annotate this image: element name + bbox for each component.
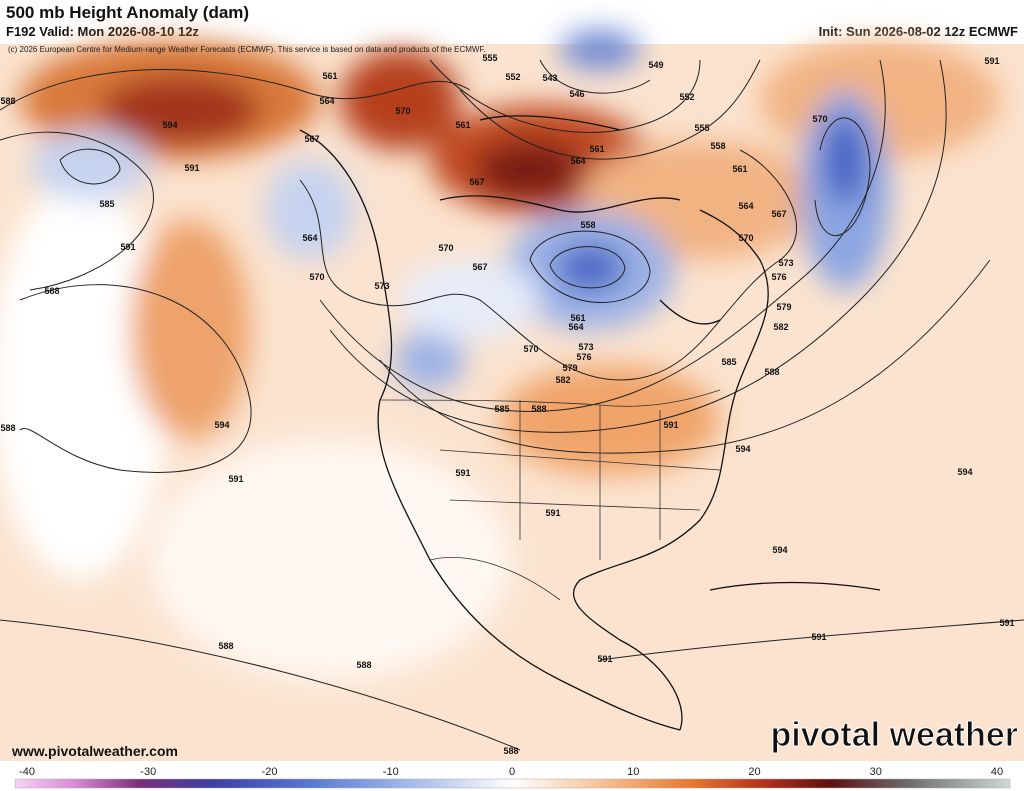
contour-label: 594	[735, 444, 750, 454]
contour-label: 576	[771, 272, 786, 282]
contour-label: 585	[99, 199, 114, 209]
contour-label: 591	[597, 654, 612, 664]
contour-label: 567	[469, 177, 484, 187]
init-time: Init: Sun 2026-08-02 12z ECMWF	[818, 24, 1018, 39]
contour-label: 555	[482, 53, 497, 63]
contour-label: 591	[811, 632, 826, 642]
contour-label: 561	[589, 144, 604, 154]
contour-label: 588	[44, 286, 59, 296]
colorbar-tick-label: 10	[627, 766, 639, 778]
contour-label: 543	[542, 73, 557, 83]
contour-label: 579	[562, 363, 577, 373]
colorbar-tick-label: -30	[140, 766, 156, 778]
contour-label: 591	[184, 163, 199, 173]
contour-label: 564	[568, 322, 583, 332]
contour-label: 588	[531, 404, 546, 414]
contour-label: 588	[356, 660, 371, 670]
contour-label: 591	[663, 420, 678, 430]
coastlines	[299, 115, 881, 731]
contour-label: 585	[721, 357, 736, 367]
contour-labels: 5615645705675945915885855915885645705735…	[0, 53, 1014, 756]
colorbar-tick-label: 0	[509, 766, 515, 778]
contour-label: 561	[732, 164, 747, 174]
contour-label: 594	[162, 120, 177, 130]
contour-label: 588	[218, 641, 233, 651]
contour-label: 570	[738, 233, 753, 243]
title: 500 mb Height Anomaly (dam)	[6, 3, 250, 22]
contour-label: 552	[679, 92, 694, 102]
header: 500 mb Height Anomaly (dam) F192 Valid: …	[0, 0, 1024, 44]
contour-label: 561	[570, 313, 585, 323]
contours	[0, 59, 1024, 751]
contour-label: 558	[710, 141, 725, 151]
contour-label: 582	[773, 322, 788, 332]
contour-label: 573	[578, 342, 593, 352]
contour-label: 588	[0, 96, 15, 106]
contour-label: 591	[455, 468, 470, 478]
contour-label: 549	[648, 60, 663, 70]
contour-label: 570	[395, 106, 410, 116]
contour-label: 570	[309, 272, 324, 282]
contour-label: 591	[228, 474, 243, 484]
contour-label: 546	[569, 89, 584, 99]
colorbar-tick-label: -20	[262, 766, 278, 778]
contour-label: 564	[319, 96, 334, 106]
colorbar-tick-label: -10	[383, 766, 399, 778]
contour-label: 567	[472, 262, 487, 272]
contour-label: 564	[302, 233, 317, 243]
contour-label: 576	[576, 352, 591, 362]
valid-time: F192 Valid: Mon 2026-08-10 12z	[6, 24, 199, 39]
contour-label: 594	[214, 420, 229, 430]
contour-label: 591	[545, 508, 560, 518]
contour-label: 558	[580, 220, 595, 230]
contour-label: 573	[778, 258, 793, 268]
contour-label: 594	[772, 545, 787, 555]
contour-label: 561	[455, 120, 470, 130]
contour-label: 570	[438, 243, 453, 253]
contour-label: 570	[523, 344, 538, 354]
colorbar-tick-label: 20	[748, 766, 760, 778]
borders	[379, 389, 721, 601]
contour-label: 588	[503, 746, 518, 756]
contour-label: 579	[776, 302, 791, 312]
colorbar-tick-label: 40	[991, 766, 1003, 778]
contour-label: 588	[0, 423, 15, 433]
contour-label: 555	[694, 123, 709, 133]
contour-label: 591	[120, 242, 135, 252]
contour-label: 594	[957, 467, 972, 477]
contour-label: 567	[771, 209, 786, 219]
colorbar-tick-label: 30	[870, 766, 882, 778]
anomaly-field	[0, 30, 1024, 761]
contour-label: 570	[812, 114, 827, 124]
contour-label: 567	[304, 134, 319, 144]
contour-label: 588	[764, 367, 779, 377]
contour-label: 582	[555, 375, 570, 385]
footer-bg	[0, 740, 215, 762]
contour-label: 573	[374, 281, 389, 291]
website: www.pivotalweather.com	[11, 743, 178, 759]
contour-label: 564	[570, 156, 585, 166]
contour-label: 591	[984, 56, 999, 66]
contour-label: 561	[322, 71, 337, 81]
colorbar-ticks: -40 -30 -20 -10 0 10 20 30 40	[19, 766, 1003, 778]
credit: (c) 2026 European Centre for Medium-rang…	[8, 45, 486, 54]
contour-label: 591	[999, 618, 1014, 628]
contour-label: 585	[494, 404, 509, 414]
contour-label: 552	[505, 72, 520, 82]
colorbar-tick-label: -40	[19, 766, 35, 778]
contour-label: 564	[738, 201, 753, 211]
brand: pivotal weather	[770, 716, 1018, 754]
colorbar	[14, 778, 1011, 789]
